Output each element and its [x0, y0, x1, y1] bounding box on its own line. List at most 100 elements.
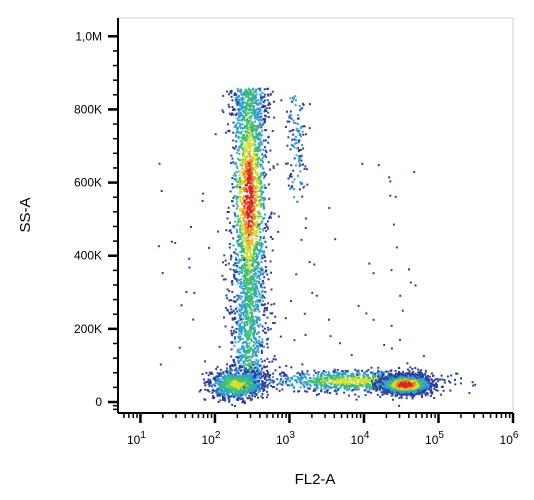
event-dot: [229, 365, 231, 368]
event-dot: [265, 173, 268, 176]
event-dot: [271, 312, 274, 315]
event-dot: [256, 174, 259, 176]
event-dot: [236, 127, 239, 130]
event-dot: [251, 207, 254, 210]
event-dot: [240, 366, 243, 368]
event-dot: [216, 388, 219, 391]
event-dot: [428, 375, 431, 378]
event-dot: [359, 381, 362, 384]
event-dot: [388, 373, 390, 376]
event-dot: [239, 216, 242, 219]
event-dot: [234, 341, 237, 344]
event-dot: [246, 323, 249, 326]
event-dot: [255, 96, 257, 99]
event-dot: [216, 365, 219, 368]
event-dot: [234, 388, 237, 391]
event-dot: [246, 289, 249, 292]
event-dot: [237, 377, 240, 380]
event-dot: [247, 363, 250, 366]
event-dot: [258, 157, 261, 160]
event-dot: [330, 374, 333, 377]
event-dot: [252, 291, 255, 294]
event-dot: [231, 318, 234, 321]
event-dot: [212, 396, 214, 399]
event-dot: [254, 90, 257, 93]
event-dot: [311, 381, 314, 384]
event-dot: [285, 378, 288, 381]
event-dot: [227, 371, 230, 374]
event-dot: [291, 383, 293, 386]
event-dot: [420, 372, 423, 374]
event-dot: [259, 183, 262, 186]
event-dot: [260, 375, 263, 378]
event-dot: [238, 297, 241, 300]
event-dot: [263, 327, 266, 330]
event-dot: [262, 202, 265, 205]
event-dot: [377, 366, 380, 369]
event-dot: [221, 109, 224, 112]
event-dot: [242, 365, 245, 367]
event-dot: [236, 215, 239, 218]
event-dot: [316, 383, 318, 386]
event-dot: [242, 250, 245, 253]
event-dot: [258, 197, 261, 199]
event-dot: [256, 345, 259, 348]
event-dot: [248, 141, 251, 144]
event-dot: [304, 390, 307, 393]
event-dot: [227, 391, 230, 394]
event-dot: [239, 280, 242, 283]
event-dot: [239, 105, 242, 108]
event-dot: [254, 170, 257, 173]
event-dot: [256, 150, 259, 153]
event-dot: [230, 389, 233, 392]
event-dot: [273, 386, 276, 388]
event-dot: [253, 261, 256, 264]
event-dot: [301, 363, 304, 366]
event-dot: [246, 134, 248, 137]
event-dot: [265, 151, 268, 154]
event-dot: [262, 371, 265, 374]
event-dot: [280, 378, 283, 381]
event-dot: [260, 112, 263, 115]
event-dot: [245, 357, 247, 360]
event-dot: [262, 228, 265, 230]
event-dot: [266, 386, 269, 389]
event-dot: [263, 235, 266, 238]
event-dot: [354, 393, 357, 396]
event-dot: [243, 321, 246, 323]
event-dot: [256, 258, 258, 261]
event-dot: [239, 114, 242, 117]
event-dot: [252, 273, 255, 276]
event-dot: [243, 354, 246, 357]
event-dot: [259, 118, 262, 121]
event-dot: [249, 329, 252, 332]
event-dot: [455, 372, 458, 375]
event-dot: [238, 112, 241, 115]
event-dot: [251, 196, 254, 199]
event-dot: [262, 384, 265, 387]
event-dot: [313, 388, 315, 391]
event-dot: [313, 389, 316, 392]
event-dot: [430, 372, 433, 375]
event-dot: [226, 297, 229, 300]
event-dot: [235, 372, 237, 375]
event-dot: [239, 164, 242, 166]
event-dot: [254, 291, 257, 294]
event-dot: [270, 288, 273, 291]
event-dot: [261, 351, 263, 354]
event-dot: [223, 394, 225, 396]
event-dot: [227, 387, 230, 389]
event-dot: [257, 367, 260, 370]
event-dot: [238, 382, 241, 385]
event-dot: [332, 375, 334, 378]
event-dot: [314, 387, 317, 390]
event-dot: [243, 112, 246, 115]
event-dot: [240, 143, 243, 146]
event-dot: [255, 93, 258, 96]
event-dot: [255, 341, 258, 343]
event-dot: [240, 220, 243, 223]
event-dot: [243, 393, 246, 396]
event-dot: [247, 143, 250, 146]
event-dot: [235, 198, 238, 201]
event-dot: [362, 374, 365, 377]
